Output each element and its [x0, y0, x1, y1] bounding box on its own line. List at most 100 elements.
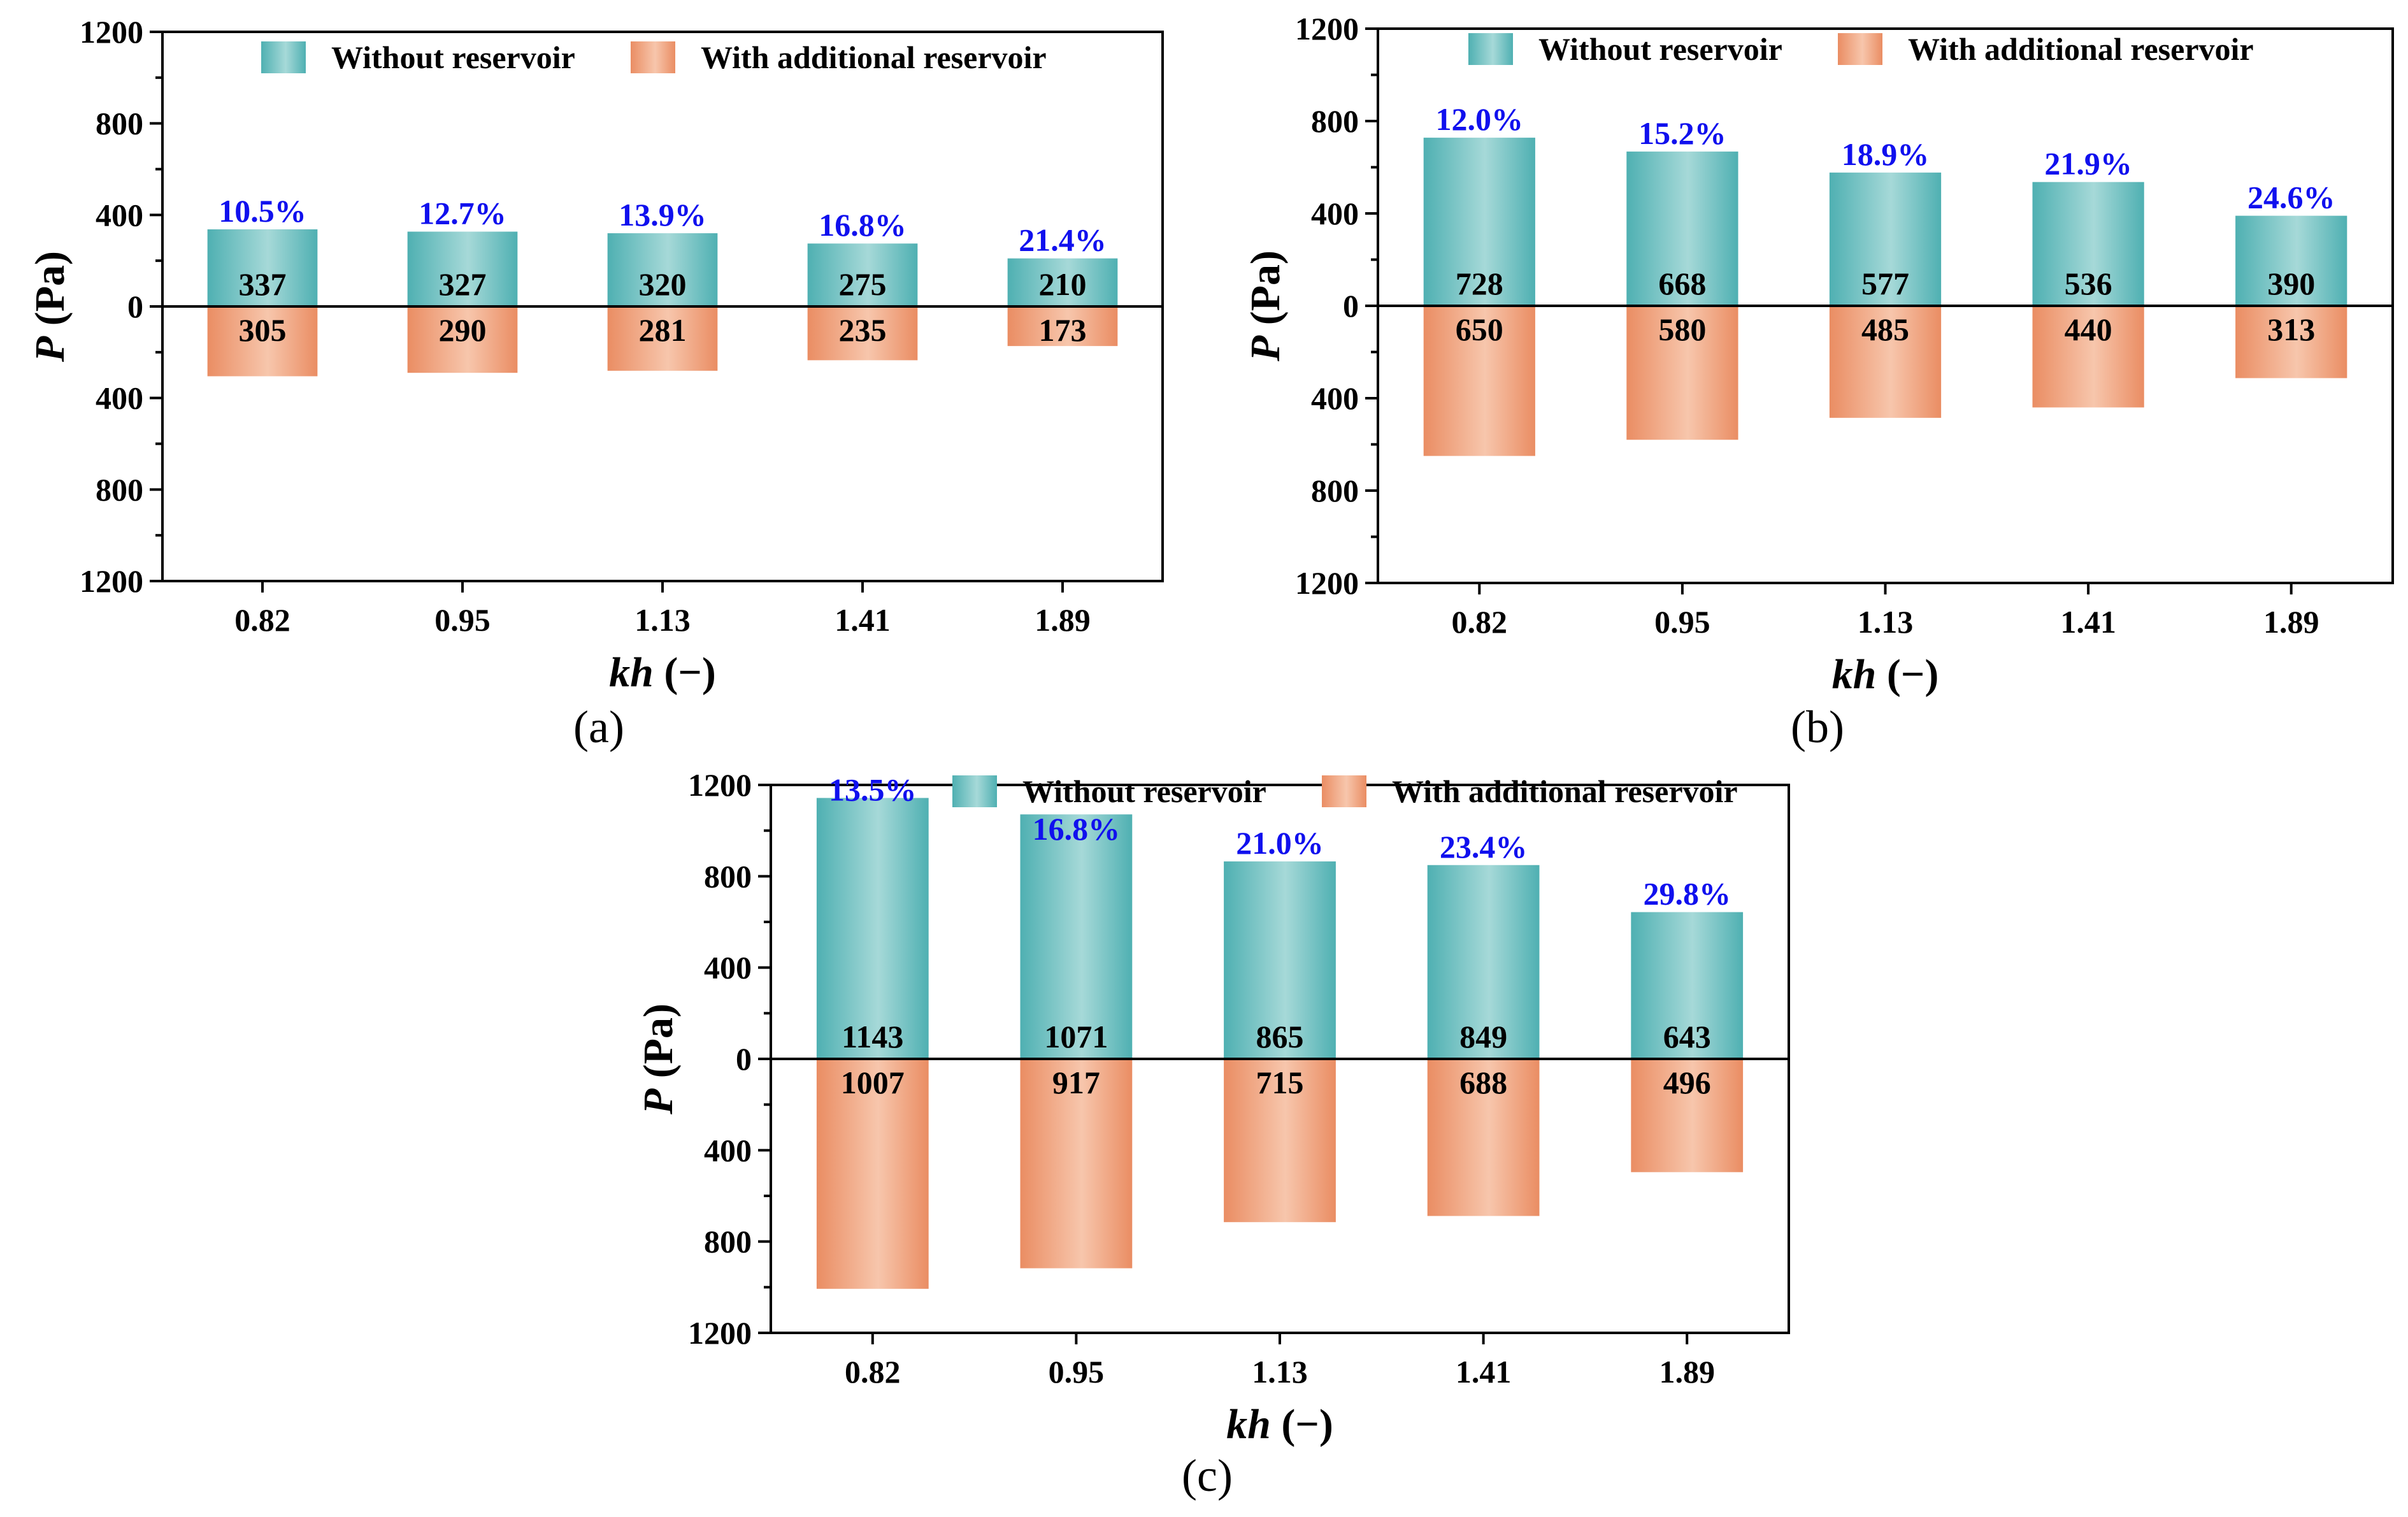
bar-without-reservoir: [816, 798, 929, 1059]
bar-with-additional-reservoir: [1427, 1059, 1540, 1216]
reduction-percent-label: 29.8%: [1643, 876, 1731, 912]
value-label-with: 688: [1459, 1065, 1507, 1100]
bar-with-additional-reservoir: [816, 1059, 929, 1289]
bar-without-reservoir: [207, 229, 318, 306]
x-tick-label: 1.41: [2060, 604, 2116, 640]
bar-with-additional-reservoir: [207, 306, 318, 377]
y-tick-label: 400: [96, 380, 143, 416]
y-tick-label: 1200: [1295, 11, 1359, 47]
value-label-with: 313: [2267, 312, 2315, 347]
value-label-without: 210: [1039, 266, 1087, 302]
value-label-with: 917: [1052, 1065, 1100, 1100]
value-label-with: 580: [1658, 312, 1706, 347]
bar-with-additional-reservoir: [1423, 306, 1535, 456]
bar-with-additional-reservoir: [1829, 306, 1942, 418]
panel-label: (a): [573, 701, 624, 752]
value-label-with: 305: [239, 312, 287, 348]
y-tick-label: 1200: [688, 1315, 752, 1351]
x-tick-label: 0.82: [1452, 604, 1508, 640]
bar-without-reservoir: [1007, 258, 1118, 306]
value-label-with: 235: [839, 312, 887, 348]
bar-without-reservoir: [2032, 182, 2144, 306]
value-label-without: 320: [639, 266, 687, 302]
legend-label-with: With additional reservoir: [701, 40, 1047, 75]
y-axis-title: P (Pa): [635, 1003, 682, 1115]
y-tick-label: 800: [1311, 473, 1359, 508]
legend-label-with: With additional reservoir: [1392, 773, 1738, 809]
value-label-without: 1143: [842, 1019, 903, 1054]
x-tick-label: 1.89: [1659, 1354, 1715, 1390]
value-label-with: 485: [1861, 312, 1909, 347]
reduction-percent-label: 10.5%: [219, 193, 306, 229]
y-tick-label: 400: [96, 197, 143, 233]
reduction-percent-label: 18.9%: [1842, 136, 1930, 172]
y-tick-label: 1200: [1295, 565, 1359, 601]
bar-without-reservoir: [1020, 814, 1133, 1059]
reduction-percent-label: 21.0%: [1236, 825, 1324, 861]
bar-without-reservoir: [1829, 172, 1942, 306]
x-tick-label: 1.41: [1456, 1354, 1512, 1390]
y-tick-label: 800: [704, 858, 752, 894]
y-tick-label: 800: [96, 106, 143, 141]
reduction-percent-label: 16.8%: [819, 207, 907, 243]
value-label-without: 849: [1459, 1019, 1507, 1054]
legend-label-without: Without reservoir: [1538, 31, 1782, 67]
reduction-percent-label: 23.4%: [1440, 829, 1528, 865]
x-tick-label: 0.95: [1049, 1354, 1105, 1390]
y-tick-label: 1200: [688, 767, 752, 803]
bar-with-additional-reservoir: [1020, 1059, 1133, 1269]
reduction-percent-label: 12.7%: [419, 196, 506, 231]
x-axis-title: kh (−): [1832, 651, 1939, 698]
x-tick-label: 1.13: [634, 602, 691, 638]
value-label-with: 1007: [841, 1065, 905, 1100]
x-tick-label: 1.89: [1035, 602, 1091, 638]
reduction-percent-label: 21.4%: [1019, 222, 1107, 258]
reduction-percent-label: 15.2%: [1638, 115, 1726, 151]
y-tick-label: 400: [1311, 196, 1359, 231]
legend-swatch-without: [952, 775, 997, 807]
bar-with-additional-reservoir: [2032, 306, 2144, 408]
value-label-without: 728: [1456, 266, 1503, 301]
bar-with-additional-reservoir: [1224, 1059, 1336, 1223]
x-tick-label: 1.89: [2263, 604, 2319, 640]
reduction-percent-label: 13.5%: [829, 772, 917, 807]
value-label-with: 650: [1456, 312, 1503, 347]
value-label-without: 275: [839, 266, 887, 302]
value-label-without: 577: [1861, 266, 1909, 301]
y-tick-label: 800: [96, 471, 143, 507]
value-label-without: 327: [439, 266, 487, 302]
value-label-with: 496: [1663, 1065, 1711, 1100]
x-tick-label: 1.13: [1858, 604, 1914, 640]
x-tick-label: 0.95: [434, 602, 491, 638]
bar-without-reservoir: [1224, 861, 1336, 1059]
x-tick-label: 0.95: [1654, 604, 1710, 640]
reduction-percent-label: 21.9%: [2044, 146, 2132, 182]
x-tick-label: 1.41: [835, 602, 891, 638]
panel-label: (b): [1791, 701, 1844, 752]
bar-with-additional-reservoir: [807, 306, 918, 361]
y-tick-label: 800: [704, 1224, 752, 1260]
bar-without-reservoir: [1427, 865, 1540, 1059]
chart-panel-a: 337 305 10.5% 0.82 327 290 12.7% 0.95 320 281 13.9…: [27, 14, 1164, 752]
bar-with-additional-reservoir: [1626, 306, 1738, 440]
value-label-with: 715: [1256, 1065, 1304, 1100]
bar-without-reservoir: [2235, 215, 2347, 306]
bar-without-reservoir: [1423, 138, 1535, 306]
x-axis-title: kh (−): [609, 649, 716, 696]
y-tick-label: 800: [1311, 103, 1359, 139]
y-axis-title: P (Pa): [27, 251, 73, 363]
y-tick-label: 0: [127, 289, 143, 324]
legend-swatch-with: [1838, 33, 1882, 65]
legend-swatch-without: [261, 41, 306, 73]
x-tick-label: 1.13: [1252, 1354, 1308, 1390]
reduction-percent-label: 12.0%: [1436, 101, 1524, 137]
bar-with-additional-reservoir: [1631, 1059, 1744, 1172]
legend-swatch-with: [1322, 775, 1366, 807]
x-tick-label: 0.82: [845, 1354, 901, 1390]
value-label-with: 440: [2065, 312, 2112, 347]
chart-panel-b: 728 650 12.0% 0.82 668 580 15.2% 0.95 577 485 18.9…: [1242, 11, 2394, 752]
legend-swatch-with: [631, 41, 675, 73]
bar-without-reservoir: [1631, 912, 1744, 1059]
y-tick-label: 1200: [80, 14, 143, 50]
